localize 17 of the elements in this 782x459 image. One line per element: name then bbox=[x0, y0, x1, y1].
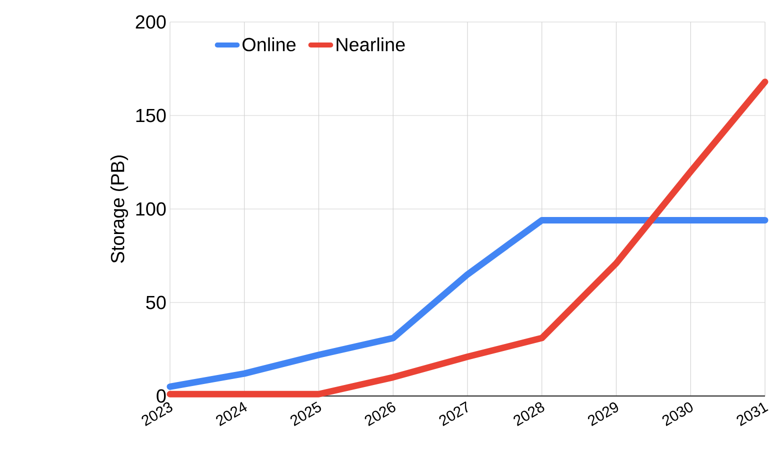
legend-label: Nearline bbox=[336, 37, 405, 52]
x-tick-label: 2024 bbox=[216, 402, 247, 426]
x-tick-label: 2023 bbox=[142, 402, 172, 426]
y-tick-label: 100 bbox=[136, 202, 166, 216]
y-tick-label: 150 bbox=[136, 108, 166, 122]
y-tick-label: 0 bbox=[156, 389, 166, 403]
x-tick-label: 2026 bbox=[364, 402, 396, 426]
x-tick-label: 2025 bbox=[290, 402, 322, 426]
x-tick-label: 2029 bbox=[588, 402, 618, 426]
x-tick-label: 2027 bbox=[439, 401, 468, 426]
y-tick-label: 200 bbox=[136, 15, 166, 29]
y-axis-title: Storage (PB) bbox=[110, 155, 128, 263]
x-tick-label: 2028 bbox=[514, 402, 544, 426]
legend-label: Online bbox=[242, 37, 296, 52]
y-tick-label: 50 bbox=[146, 296, 166, 310]
x-tick-label: 2031 bbox=[736, 402, 768, 426]
x-tick-label: 2030 bbox=[662, 402, 693, 426]
